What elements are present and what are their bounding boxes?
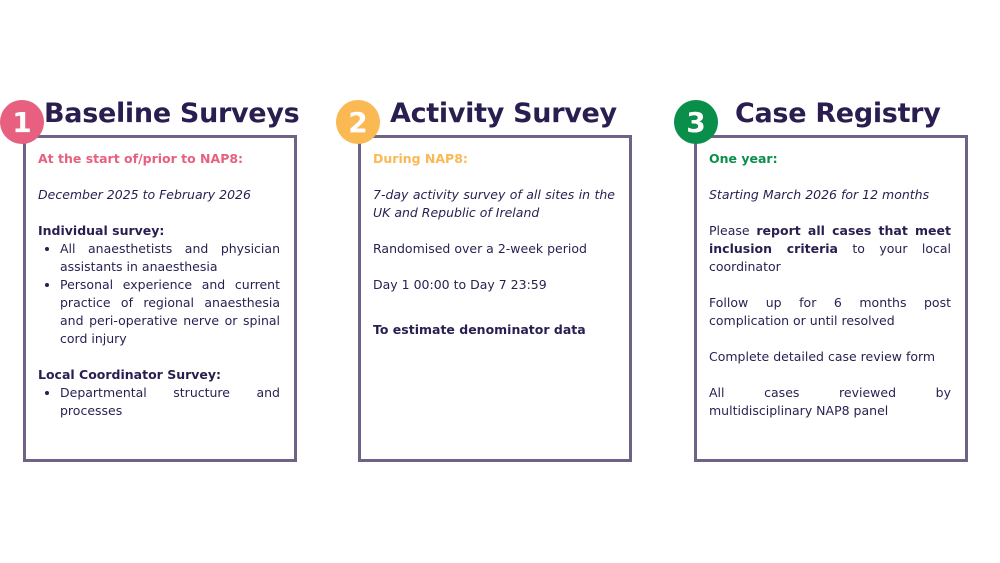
text-line: Complete detailed case review form [709, 349, 936, 364]
report-instruction: Please report all cases that meet inclus… [709, 223, 951, 274]
subtitle: During NAP8: [373, 151, 468, 166]
section-title: Baseline Surveys [44, 98, 300, 129]
list-item: Personal experience and current practice… [60, 276, 280, 348]
purpose: To estimate denominator data [373, 322, 586, 337]
step-number-badge: 3 [674, 100, 718, 144]
info-box: At the start of/prior to NAP8: December … [23, 135, 297, 462]
individual-heading: Individual survey: [38, 223, 165, 238]
info-box: During NAP8: 7-day activity survey of al… [358, 135, 632, 462]
step-number-badge: 2 [336, 100, 380, 144]
subtitle: One year: [709, 151, 778, 166]
subtitle: At the start of/prior to NAP8: [38, 151, 244, 166]
step-number-badge: 1 [0, 100, 44, 144]
text-line: Day 1 00:00 to Day 7 23:59 [373, 277, 547, 292]
text-line: Follow up for 6 months post complication… [709, 295, 951, 328]
dates: Starting March 2026 for 12 months [709, 187, 930, 202]
list-item: Departmental structure and processes [60, 384, 280, 420]
text-line: All cases reviewed by multidisciplinary … [709, 385, 951, 418]
dates: December 2025 to February 2026 [38, 187, 251, 202]
section-title: Case Registry [735, 98, 941, 129]
local-heading: Local Coordinator Survey: [38, 367, 222, 382]
list-item: All anaesthetists and physician assistan… [60, 240, 280, 276]
dates: 7-day activity survey of all sites in th… [373, 187, 615, 220]
section-title: Activity Survey [390, 98, 617, 129]
text-line: Randomised over a 2-week period [373, 241, 587, 256]
info-box: One year: Starting March 2026 for 12 mon… [694, 135, 968, 462]
